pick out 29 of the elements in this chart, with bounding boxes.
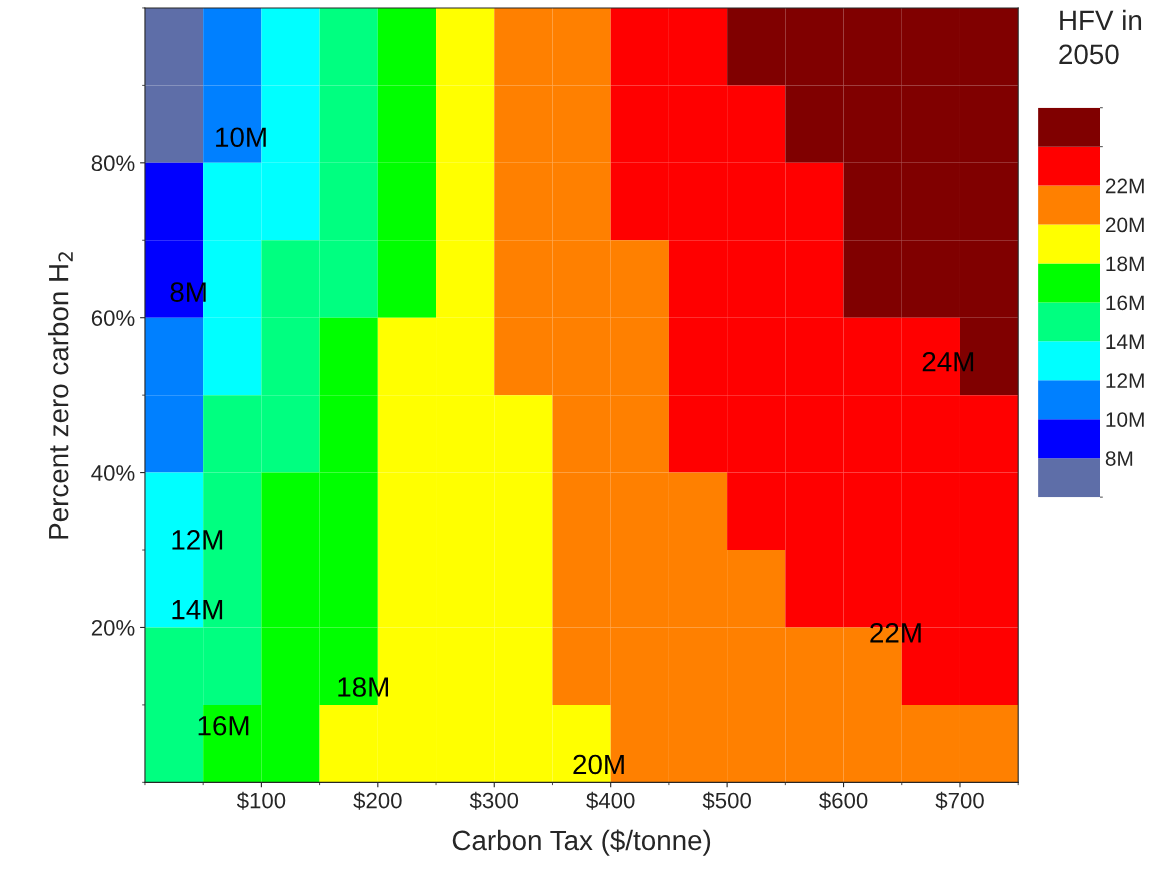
annotation: 14M: [172, 600, 223, 620]
color-bar-label: 20M: [1105, 217, 1144, 233]
color-bar-label: 12M: [1106, 373, 1144, 388]
color-bar-label: 22M: [1105, 178, 1144, 194]
annotation: 10M: [216, 127, 266, 148]
annotation: 22M: [870, 622, 921, 643]
x-tick-label: $500: [702, 791, 751, 810]
x-tick-label: $100: [236, 791, 286, 810]
annotation: 12M: [172, 530, 223, 550]
x-tick-label: $200: [353, 791, 402, 810]
y-tick-label: 20%: [91, 619, 135, 636]
y-tick-label: 40%: [91, 465, 135, 481]
y-axis-title: Percent zero carbon H$_{2}$: [48, 252, 73, 539]
annotation: 20M: [573, 754, 624, 775]
x-axis-title: Carbon Tax ($/tonne): [452, 829, 711, 856]
x-tick-label: $600: [819, 791, 868, 810]
color-bar-label: 10M: [1106, 412, 1144, 427]
color-bar-label: 16M: [1106, 295, 1144, 311]
color-bar-label: 18M: [1106, 256, 1144, 272]
x-tick-label: $400: [586, 791, 635, 810]
y-tick-label: 80%: [91, 155, 135, 172]
annotation: 24M: [922, 351, 974, 372]
annotation: 16M: [198, 715, 249, 736]
y-tick-label: 60%: [91, 310, 135, 326]
color-bar-title: HFV in 2050: [1059, 9, 1142, 65]
x-tick-label: $300: [469, 791, 519, 810]
color-bar-label: 8M: [1105, 451, 1133, 466]
color-bar-label: 14M: [1106, 334, 1144, 349]
x-tick-label: $700: [935, 791, 984, 810]
